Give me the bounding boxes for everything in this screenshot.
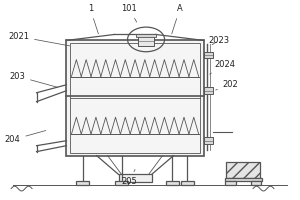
Bar bbox=[225, 178, 262, 181]
Text: 204: 204 bbox=[5, 131, 46, 144]
Text: 2023: 2023 bbox=[208, 36, 229, 45]
Bar bbox=[76, 181, 89, 185]
Text: 205: 205 bbox=[121, 170, 137, 186]
Bar bbox=[204, 87, 213, 94]
Text: 203: 203 bbox=[9, 72, 58, 87]
Bar bbox=[118, 174, 152, 182]
Text: 2024: 2024 bbox=[210, 60, 235, 74]
Text: 1: 1 bbox=[88, 4, 98, 34]
Bar bbox=[226, 162, 260, 178]
Text: 101: 101 bbox=[121, 4, 137, 22]
Bar bbox=[181, 181, 194, 185]
Bar bbox=[225, 181, 236, 185]
Bar bbox=[166, 181, 179, 185]
Bar bbox=[138, 34, 154, 46]
Bar bbox=[250, 181, 261, 185]
Text: 2021: 2021 bbox=[8, 32, 70, 46]
Bar bbox=[204, 52, 213, 58]
Bar bbox=[136, 34, 156, 37]
Bar bbox=[66, 40, 204, 156]
Text: A: A bbox=[172, 4, 183, 34]
Bar bbox=[115, 181, 128, 185]
Text: 202: 202 bbox=[216, 80, 238, 90]
Bar bbox=[70, 43, 200, 153]
Bar bbox=[204, 137, 213, 144]
